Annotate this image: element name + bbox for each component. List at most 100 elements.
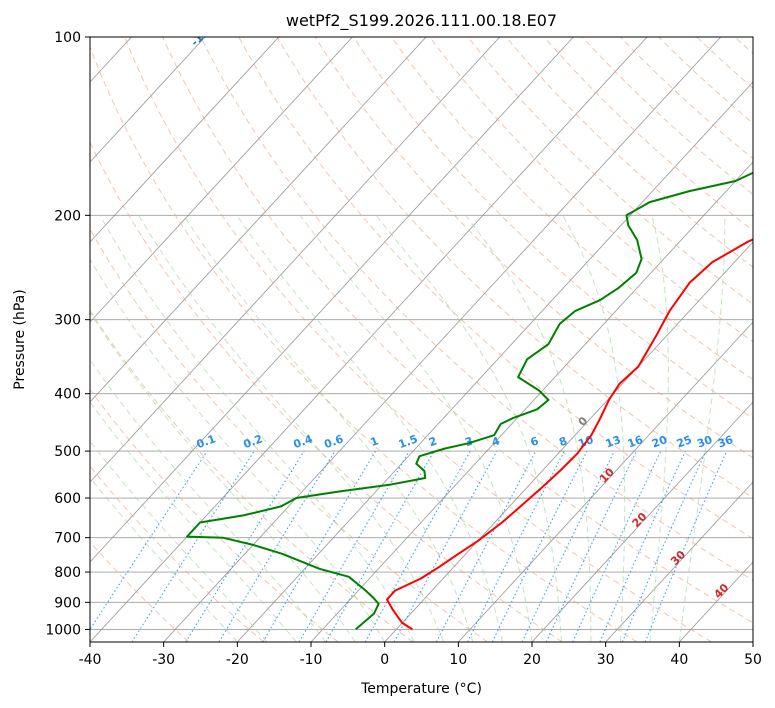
dry-adiabat: [620, 37, 753, 160]
moist-adiabat: [90, 401, 297, 642]
dry-adiabat: [467, 37, 753, 305]
y-tick-label: 700: [54, 531, 81, 547]
dry-adiabat: [429, 37, 753, 343]
dry-adiabat: [276, 37, 753, 499]
x-tick-label: 20: [523, 652, 541, 668]
isotherm-line: [90, 37, 206, 163]
moist-adiabat: [375, 214, 562, 642]
mixing-ratio-line: [298, 450, 410, 642]
dry-adiabat: [200, 37, 753, 581]
x-tick-label: -30: [152, 652, 175, 668]
dry-adiabat: [90, 465, 264, 642]
y-tick-label: 300: [54, 313, 81, 329]
isotherm-line: [237, 81, 753, 642]
mixing-ratio-label: 1.5: [397, 432, 420, 451]
dry-adiabat: [162, 37, 753, 624]
moist-adiabat: [99, 215, 415, 642]
isotherm-line: [605, 481, 753, 642]
y-tick-label: 900: [54, 595, 81, 611]
mixing-ratio-line: [131, 450, 255, 642]
plot-frame: [89, 36, 754, 643]
isotherm-line: [752, 641, 753, 642]
mixing-ratio-line: [185, 450, 305, 642]
isotherm-line: [679, 561, 753, 642]
y-tick-label: 800: [54, 565, 81, 581]
dry-adiabat-label: 30: [668, 548, 688, 568]
isotherm-line: [90, 37, 648, 642]
isotherm-line: [531, 401, 753, 642]
x-tick-label: -10: [300, 652, 323, 668]
dry-adiabat: [90, 45, 638, 642]
moist-adiabat: [90, 476, 238, 642]
mixing-ratio-label: 4: [490, 434, 502, 449]
x-tick-label: -20: [226, 652, 249, 668]
mixing-ratio-label: 0.4: [292, 432, 315, 451]
x-tick-label: 50: [744, 652, 762, 668]
y-axis-title: Pressure (hPa): [12, 289, 28, 389]
dry-adiabat: [90, 541, 190, 642]
mixing-ratio-label: 16: [626, 433, 645, 451]
mixing-ratio-line: [90, 450, 208, 631]
dry-adiabat: [543, 37, 753, 232]
dry-adiabat: [314, 37, 753, 459]
moist-adiabat: [678, 215, 726, 642]
mixing-ratio-line: [572, 450, 662, 642]
x-tick-label: -40: [79, 652, 102, 668]
isotherm-line: [90, 37, 574, 563]
mixing-ratio-label: 0.6: [322, 432, 345, 451]
mixing-ratio-line: [599, 450, 686, 642]
y-tick-label: 400: [54, 387, 81, 403]
mixing-ratio-line: [218, 450, 336, 642]
mixing-ratio-label: 36: [716, 433, 735, 451]
mixing-ratio-line: [491, 450, 588, 642]
mixing-ratio-label: 25: [675, 433, 694, 450]
mixing-ratio-line: [393, 450, 498, 642]
mixing-ratio-label: 3: [463, 434, 475, 449]
mixing-ratio-line: [644, 450, 728, 642]
isotherm-line: [0, 37, 58, 642]
mixing-ratio-label: 1: [369, 434, 381, 449]
dry-adiabat: [352, 37, 753, 420]
mixing-ratio-line: [325, 450, 435, 642]
moist-adiabat: [236, 215, 503, 642]
moist-adiabat: [138, 215, 445, 642]
mixing-ratio-label: 0.1: [195, 432, 218, 451]
isotherm-line: [90, 37, 427, 403]
isotherm-line: [163, 37, 722, 642]
x-tick-label: 40: [670, 652, 688, 668]
moist-adiabat: [90, 440, 268, 642]
mixing-ratio-line: [545, 450, 637, 642]
dry-adiabat-label: -100: [188, 20, 217, 49]
dry-adiabat-label: 40: [711, 581, 731, 601]
x-tick-label: 0: [380, 652, 389, 668]
mixing-ratio-line: [621, 450, 707, 642]
y-tick-label: 600: [54, 491, 81, 507]
mixing-ratio-label: 6: [529, 434, 541, 449]
y-tick-label: 500: [54, 444, 81, 460]
y-tick-label: 100: [54, 30, 81, 46]
dry-adiabat: [734, 37, 753, 55]
moist-adiabat: [90, 311, 356, 642]
x-tick-label: 30: [597, 652, 615, 668]
dry-adiabat: [123, 37, 712, 642]
dry-adiabat: [90, 228, 488, 642]
x-axis-title: Temperature (°C): [360, 681, 482, 697]
moist-adiabat: [183, 215, 474, 642]
plot-area: 0.1 0.2 0.4 0.6 1 1.5 2 3 4 6 8 10 13 16 20 25 30 36-100-…: [0, 20, 753, 642]
mixing-ratio-label: 2: [427, 434, 439, 449]
mixing-ratio-line: [467, 450, 565, 642]
chart-title: wetPf2_S199.2026.111.00.18.E07: [286, 11, 557, 31]
x-tick-label: 10: [449, 652, 467, 668]
isotherm-line: [90, 37, 280, 243]
moist-adiabat: [649, 215, 669, 642]
axes: -40 -30 -20 -10 0 10 20 30 40 5010020030040050060…: [45, 30, 762, 668]
mixing-ratio-line: [364, 450, 471, 642]
isotherm-line: [90, 37, 353, 323]
dry-adiabat: [505, 37, 753, 268]
profile-line: [186, 171, 753, 631]
mixing-ratio-label: 13: [604, 433, 623, 450]
mixing-ratio-label: 0.2: [242, 432, 265, 451]
profile-line: [386, 238, 753, 631]
dry-adiabat: [696, 37, 753, 89]
